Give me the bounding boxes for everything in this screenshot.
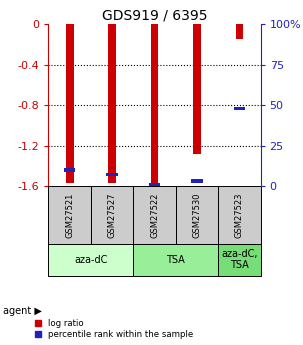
Bar [133, 186, 176, 244]
Bar [234, 107, 245, 110]
Text: GSM27522: GSM27522 [150, 192, 159, 237]
Legend: log ratio, percentile rank within the sample: log ratio, percentile rank within the sa… [35, 319, 194, 339]
Bar [191, 179, 203, 183]
Bar [133, 244, 218, 276]
Bar [235, 24, 243, 39]
Text: aza-dC: aza-dC [74, 255, 108, 265]
Text: TSA: TSA [166, 255, 185, 265]
Bar [218, 244, 261, 276]
Text: GSM27530: GSM27530 [192, 192, 201, 238]
Text: agent ▶: agent ▶ [3, 306, 42, 315]
Bar [48, 244, 133, 276]
Title: GDS919 / 6395: GDS919 / 6395 [102, 9, 207, 23]
Bar [149, 183, 160, 186]
Bar [193, 24, 201, 154]
Bar [218, 186, 261, 244]
Bar [108, 24, 116, 183]
Text: GSM27523: GSM27523 [235, 192, 244, 238]
Bar [106, 173, 118, 177]
Text: GSM27527: GSM27527 [108, 192, 117, 238]
Bar [64, 168, 75, 171]
Bar [91, 186, 133, 244]
Bar [66, 24, 74, 183]
Text: aza-dC,
TSA: aza-dC, TSA [221, 249, 258, 270]
Bar [151, 24, 158, 186]
Text: GSM27521: GSM27521 [65, 192, 74, 237]
Bar [48, 186, 91, 244]
Bar [176, 186, 218, 244]
